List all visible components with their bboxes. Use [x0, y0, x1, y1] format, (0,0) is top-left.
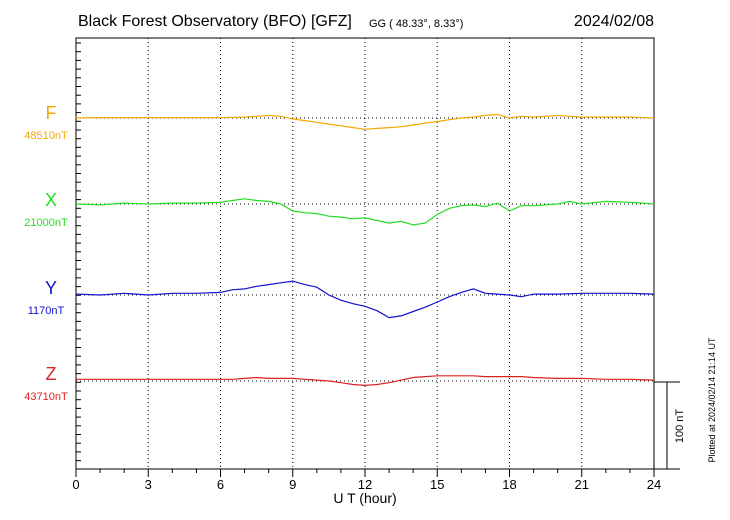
baseline-label-F: 48510nT: [24, 130, 68, 142]
chart-date: 2024/02/08: [574, 13, 654, 30]
x-tick-label-9: 9: [289, 477, 296, 492]
x-tick-label-3: 3: [145, 477, 152, 492]
x-tick-label-6: 6: [217, 477, 224, 492]
trace-Y: [75, 280, 655, 319]
baseline-label-X: 21000nT: [24, 217, 68, 229]
trace-Z: [76, 375, 655, 387]
scale-bar-label: 100 nT: [674, 409, 686, 444]
x-tick-label-15: 15: [430, 477, 444, 492]
chart-title: Black Forest Observatory (BFO) [GFZ]: [78, 13, 352, 30]
plotted-timestamp: Plotted at 2024/02/14 21:14 UT: [707, 337, 717, 463]
series-label-X: X: [45, 190, 57, 210]
x-tick-label-18: 18: [502, 477, 516, 492]
x-tick-label-24: 24: [647, 477, 661, 492]
baseline-label-Y: 1170nT: [28, 305, 65, 317]
x-tick-label-0: 0: [72, 477, 79, 492]
series-group: F 48510nT X 21000nT Y 1170nT Z 43710nT: [24, 103, 655, 403]
x-axis-label: U T (hour): [333, 490, 396, 506]
grid: [147, 38, 583, 469]
chart-coordinates: GG ( 48.33°, 8.33°): [369, 18, 463, 30]
axis-ticks: [75, 42, 655, 477]
x-tick-label-12: 12: [358, 477, 372, 492]
x-tick-label-21: 21: [575, 477, 589, 492]
series-label-Y: Y: [45, 278, 57, 298]
x-tick-labels: 0 3 6 9 12 15 18 21 24: [72, 477, 661, 492]
trace-F: [75, 113, 655, 130]
series-label-F: F: [46, 103, 57, 123]
baseline-label-Z: 43710nT: [24, 391, 68, 403]
trace-X: [75, 198, 655, 226]
scale-bar: 100 nT: [654, 381, 686, 470]
series-label-Z: Z: [46, 364, 57, 384]
